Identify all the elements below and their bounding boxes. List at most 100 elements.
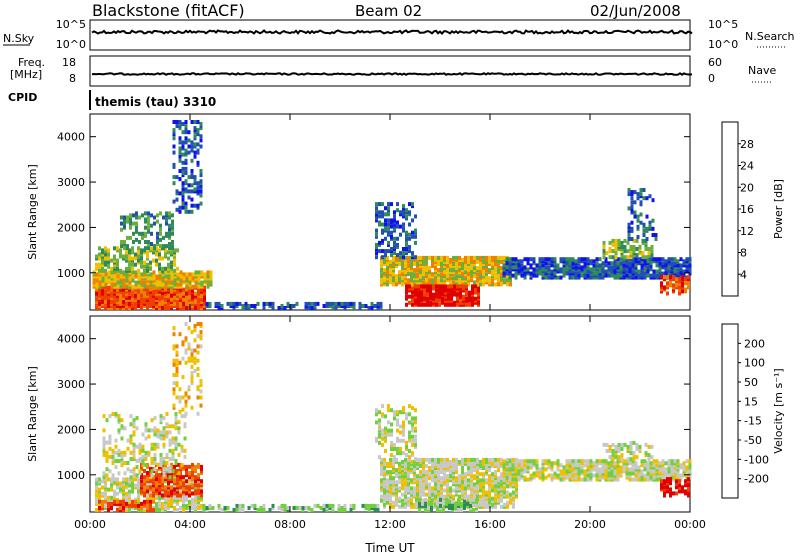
data-cell [604, 269, 608, 274]
data-cell [604, 473, 608, 478]
data-cell [381, 442, 384, 447]
data-cell [199, 138, 203, 143]
data-cell [602, 245, 606, 249]
data-cell [658, 271, 662, 276]
data-cell [162, 467, 166, 472]
data-cell [553, 259, 557, 264]
data-cell [168, 211, 171, 216]
data-cell [414, 228, 417, 233]
data-cell [153, 446, 157, 451]
data-cell [398, 468, 401, 473]
data-cell [101, 248, 104, 253]
data-cell [129, 422, 133, 427]
data-cell [208, 304, 212, 308]
data-cell [158, 284, 162, 289]
data-cell [178, 136, 182, 141]
date-title: 02/Jun/2008 [590, 2, 681, 20]
data-cell [608, 247, 612, 251]
data-cell [380, 498, 383, 503]
data-cell [180, 463, 184, 468]
data-cell [95, 299, 98, 304]
data-cell [538, 257, 542, 262]
data-cell [505, 265, 509, 270]
data-cell [390, 220, 393, 225]
data-cell [488, 464, 491, 468]
data-cell [500, 472, 503, 477]
data-cell [153, 426, 157, 431]
data-cell [98, 262, 101, 267]
data-cell [182, 274, 186, 279]
data-cell [187, 144, 191, 149]
data-cell [107, 264, 110, 269]
data-cell [520, 465, 524, 470]
data-cell [622, 273, 626, 278]
data-cell [167, 289, 170, 294]
data-cell [194, 475, 197, 480]
data-cell [384, 438, 387, 443]
data-cell [141, 454, 145, 459]
data-cell [170, 278, 174, 283]
data-cell [241, 508, 245, 512]
data-cell [376, 304, 380, 308]
data-cell [167, 293, 170, 298]
data-cell [429, 294, 432, 299]
data-cell [676, 273, 680, 278]
data-cell [398, 262, 401, 266]
data-cell [156, 213, 159, 218]
data-cell [104, 293, 107, 298]
data-cell [476, 478, 479, 483]
data-cell [399, 424, 402, 429]
data-cell [176, 495, 179, 500]
data-cell [132, 442, 136, 447]
data-cell [150, 223, 153, 228]
data-cell [482, 259, 485, 264]
data-cell [172, 360, 176, 365]
data-cell [122, 278, 126, 283]
data-cell [485, 276, 488, 281]
data-cell [375, 408, 378, 413]
data-cell [514, 259, 518, 264]
data-cell [107, 487, 110, 492]
data-cell [181, 407, 185, 412]
nsky-tick-top: 10^5 [56, 18, 86, 31]
data-cell [419, 470, 422, 475]
data-cell [681, 289, 684, 294]
data-cell [390, 422, 393, 427]
data-cell [129, 225, 132, 230]
data-cell [199, 330, 203, 335]
data-cell [128, 262, 131, 267]
data-cell [197, 274, 201, 279]
data-cell [482, 472, 485, 477]
data-cell [488, 270, 491, 275]
data-cell [434, 266, 437, 271]
data-cell [393, 245, 396, 249]
data-cell [125, 266, 128, 271]
data-cell [380, 278, 383, 283]
data-cell [128, 266, 131, 271]
data-cell [390, 440, 393, 445]
data-cell [107, 508, 110, 512]
data-cell [643, 459, 647, 464]
data-cell [550, 263, 554, 268]
data-cell [556, 473, 560, 478]
data-cell [205, 304, 209, 308]
data-cell [431, 272, 434, 277]
data-cell [574, 273, 578, 278]
data-cell [238, 503, 242, 508]
data-cell [158, 483, 161, 488]
data-cell [407, 496, 410, 501]
data-cell [541, 263, 545, 268]
data-cell [155, 289, 158, 294]
data-cell [395, 482, 398, 487]
data-cell [467, 262, 470, 266]
data-cell [131, 506, 134, 510]
data-cell [182, 289, 185, 294]
data-cell [426, 286, 429, 291]
data-cell [440, 461, 443, 466]
data-cell [141, 213, 144, 218]
data-cell [461, 457, 464, 462]
data-cell [440, 262, 443, 266]
data-cell [175, 120, 179, 124]
data-cell [574, 461, 578, 466]
data-cell [630, 237, 634, 241]
